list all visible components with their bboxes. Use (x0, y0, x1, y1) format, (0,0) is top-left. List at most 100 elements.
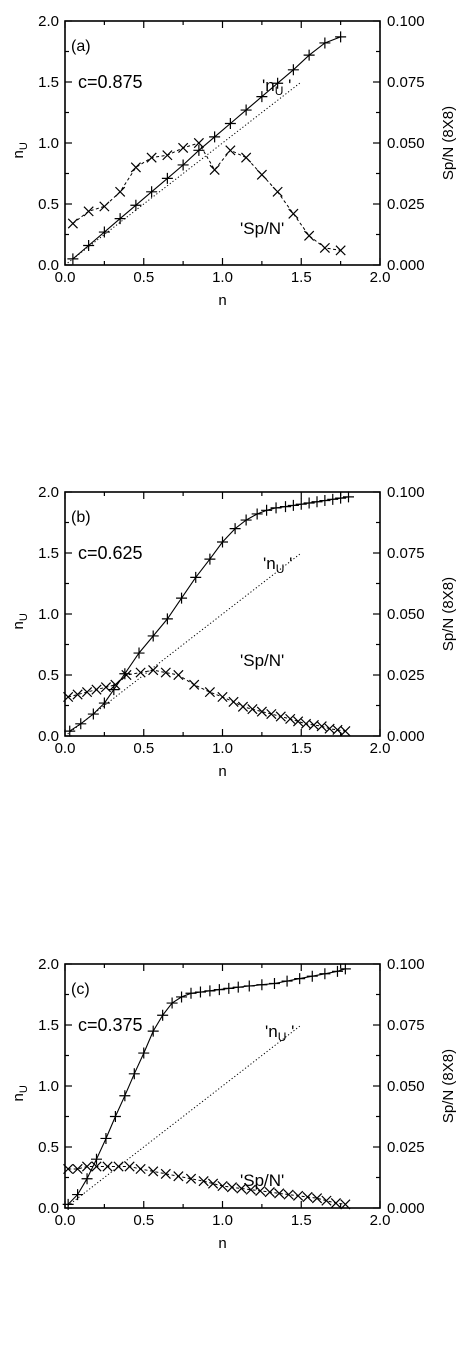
chart-panel-b: 0.0 0.5 1.0 1.5 2.00.00.51.01.52.00.0000.025… (10, 484, 457, 780)
nu-point (114, 213, 126, 225)
spn-point (321, 1195, 332, 1206)
nu-point (339, 963, 351, 975)
spn-point (207, 1178, 219, 1189)
spn-point (160, 667, 171, 678)
y-tick-label: 1.5 (38, 1017, 59, 1034)
y-tick-label: 2.0 (38, 13, 59, 30)
spn-point (72, 1163, 83, 1175)
x-tick-label: 1.5 (291, 269, 312, 286)
x-axis-label: n (218, 292, 226, 309)
series-label-spn: 'Sp/N' (240, 1171, 284, 1190)
spn-point (228, 696, 239, 707)
spn-point (266, 708, 277, 720)
nu-point (217, 536, 228, 548)
series-line-nu (72, 36, 341, 260)
x-axis-label: n (218, 1235, 226, 1252)
y2-tick-label: 0.000 (387, 257, 425, 274)
spn-point (198, 1176, 209, 1187)
nu-point (87, 708, 99, 720)
spn-point (340, 726, 351, 737)
nu-point (194, 986, 206, 998)
spn-point (115, 186, 126, 197)
nu-point (229, 523, 241, 535)
spn-point (160, 1168, 171, 1179)
series-line-nu (69, 496, 349, 732)
nu-point (280, 501, 291, 513)
x-tick-label: 0.5 (133, 1212, 154, 1229)
spn-point (178, 142, 189, 153)
y-tick-label: 2.0 (38, 956, 59, 973)
y-tick-label: 1.0 (38, 1078, 59, 1095)
nu-point (209, 131, 221, 143)
nu-point (287, 64, 299, 76)
spn-point (67, 218, 78, 229)
spn-point (293, 716, 304, 727)
spn-point (311, 1193, 323, 1204)
spn-point (319, 242, 330, 254)
y2-axis-label: Sp/N (8X8) (440, 1049, 457, 1123)
nu-point (213, 984, 225, 996)
nu-point (232, 981, 244, 993)
spn-point (91, 1161, 102, 1172)
y2-tick-label: 0.025 (387, 1139, 425, 1156)
spn-point (173, 669, 184, 681)
plot-frame (64, 20, 381, 266)
nu-point (303, 49, 315, 61)
y-axis-label: nU (10, 142, 30, 158)
y-tick-label: 0.0 (38, 1200, 59, 1217)
x-tick-label: 2.0 (370, 269, 391, 286)
spn-point (135, 667, 146, 678)
spn-point (121, 669, 132, 681)
y2-axis-label: Sp/N (8X8) (440, 106, 457, 180)
spn-point (110, 679, 121, 690)
spn-point (99, 201, 110, 212)
nu-point (146, 186, 158, 198)
x-tick-label: 1.0 (212, 740, 233, 757)
reference-line (64, 1024, 302, 1209)
y2-tick-label: 0.025 (387, 667, 425, 684)
nu-point (130, 199, 142, 211)
param-label: c=0.875 (78, 72, 143, 92)
spn-point (124, 1161, 135, 1172)
nu-point (161, 172, 173, 184)
y-tick-label: 1.0 (38, 135, 59, 152)
nu-point (81, 1173, 93, 1185)
nu-point (343, 491, 354, 503)
x-tick-label: 0.0 (55, 269, 76, 286)
y2-tick-label: 0.000 (387, 728, 425, 745)
y-tick-label: 0.5 (38, 196, 59, 213)
nu-point (327, 493, 339, 505)
y2-tick-label: 0.100 (387, 13, 425, 30)
nu-point (319, 968, 331, 980)
nu-point (204, 553, 216, 565)
nu-point (138, 1047, 150, 1059)
x-tick-label: 0.5 (133, 269, 154, 286)
x-tick-label: 0.5 (133, 740, 154, 757)
y-tick-label: 0.0 (38, 257, 59, 274)
series-line-spn (68, 669, 346, 732)
spn-point (173, 1171, 184, 1182)
spn-point (81, 686, 93, 698)
spn-point (135, 1163, 146, 1175)
spn-point (72, 689, 83, 700)
spn-point (236, 1183, 247, 1194)
nu-point (177, 159, 189, 171)
panel-label: (a) (71, 38, 91, 55)
series-line-spn (72, 142, 341, 251)
nu-point (147, 630, 159, 642)
y2-tick-label: 0.100 (387, 484, 425, 501)
spn-point (100, 682, 112, 693)
nu-point (75, 718, 87, 730)
x-tick-label: 1.5 (291, 1212, 312, 1229)
x-tick-label: 0.0 (55, 740, 76, 757)
nu-point (157, 1009, 169, 1021)
nu-point (72, 1189, 84, 1201)
spn-point (302, 1191, 313, 1203)
nu-point (303, 497, 315, 509)
x-tick-label: 1.0 (212, 1212, 233, 1229)
nu-point (223, 982, 235, 994)
x-axis-label: n (218, 763, 226, 780)
nu-point (166, 997, 178, 1009)
spn-point (330, 1198, 341, 1209)
